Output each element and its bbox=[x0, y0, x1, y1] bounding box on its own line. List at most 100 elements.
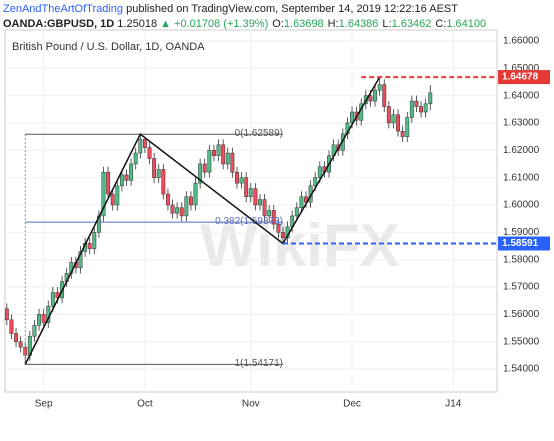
y-tick-label: 1.55000 bbox=[503, 336, 540, 347]
candle-body bbox=[50, 292, 55, 307]
candle-body bbox=[281, 232, 285, 239]
candle-body bbox=[175, 207, 180, 214]
published: published on TradingView.com, September … bbox=[126, 3, 458, 15]
candle-body bbox=[142, 139, 147, 148]
candle-body bbox=[129, 163, 134, 181]
candle-body bbox=[4, 308, 9, 321]
ohlc-value: 1.63698 bbox=[283, 18, 324, 30]
candle-body bbox=[202, 163, 207, 173]
candle-body bbox=[170, 204, 175, 214]
candle-body bbox=[428, 92, 433, 105]
candle-body bbox=[382, 84, 387, 107]
x-tick-label: Nov bbox=[242, 399, 260, 410]
candle-body bbox=[161, 169, 166, 195]
candle-body bbox=[391, 114, 396, 124]
candle-body bbox=[373, 89, 377, 102]
symbol: OANDA:GBPUSD, 1D bbox=[3, 18, 115, 30]
candle-body bbox=[414, 100, 419, 107]
price-label: 1.58591 bbox=[502, 238, 539, 249]
fib-label: 1(1.54171) bbox=[235, 358, 283, 369]
ohlc-value: 1.64100 bbox=[446, 18, 487, 30]
candle-body bbox=[101, 171, 106, 217]
candle-body bbox=[156, 169, 161, 178]
candle-body bbox=[37, 314, 42, 326]
candle-body bbox=[317, 166, 322, 178]
candle-body bbox=[419, 106, 424, 113]
candle-body bbox=[124, 174, 129, 181]
ohlc-label: C: bbox=[435, 18, 447, 30]
candle-body bbox=[207, 150, 212, 173]
candle-body bbox=[350, 111, 354, 124]
candle-body bbox=[396, 114, 400, 132]
candle-body bbox=[239, 177, 244, 184]
candle-body bbox=[368, 95, 373, 102]
candle-body bbox=[405, 117, 410, 137]
fib-label: 0(1.62589) bbox=[235, 128, 283, 139]
watermark: WikiFX bbox=[200, 212, 399, 279]
candle-body bbox=[267, 210, 272, 217]
candle-body bbox=[147, 147, 152, 159]
candle-body bbox=[221, 144, 226, 165]
candle-body bbox=[188, 196, 193, 206]
candle-body bbox=[138, 139, 143, 154]
change: ▲ +0.01708 (+1.39%) bbox=[160, 18, 269, 30]
candle-body bbox=[165, 193, 170, 206]
candle-body bbox=[276, 223, 281, 233]
candle-body bbox=[184, 196, 189, 217]
y-tick-label: 1.63000 bbox=[503, 118, 540, 129]
candle-body bbox=[152, 158, 157, 178]
candle-body bbox=[106, 171, 111, 195]
candle-body bbox=[248, 188, 253, 198]
candle-body bbox=[212, 150, 216, 157]
y-tick-label: 1.58000 bbox=[503, 254, 540, 265]
candle-body bbox=[41, 314, 46, 323]
ohlc-label: O: bbox=[272, 18, 284, 30]
candle-body bbox=[225, 152, 230, 165]
ohlc-label: L: bbox=[382, 18, 392, 30]
y-tick-label: 1.57000 bbox=[503, 282, 540, 293]
ohlc-value: 1.64386 bbox=[338, 18, 379, 30]
y-tick-label: 1.62000 bbox=[503, 145, 540, 156]
y-tick-label: 1.60000 bbox=[503, 200, 540, 211]
candle-body bbox=[271, 210, 276, 225]
x-tick-label: Oct bbox=[137, 399, 153, 410]
candle-body bbox=[119, 174, 124, 187]
fib-label: 0.382(1.59373) bbox=[215, 216, 283, 227]
price-label-box bbox=[498, 70, 550, 85]
candle-body bbox=[9, 319, 14, 334]
zigzag bbox=[24, 76, 381, 365]
x-tick-label: Sep bbox=[35, 399, 53, 410]
ohlc-label: H: bbox=[327, 18, 339, 30]
candle-body bbox=[133, 152, 138, 165]
candle-body bbox=[409, 100, 414, 118]
ohlc-value: 1.63462 bbox=[391, 18, 432, 30]
candle-body bbox=[400, 130, 405, 137]
candle-body bbox=[258, 199, 262, 206]
candle-body bbox=[198, 163, 203, 184]
candle-body bbox=[235, 171, 239, 184]
y-tick-label: 1.56000 bbox=[503, 309, 540, 320]
candle-body bbox=[14, 333, 18, 342]
candle-body bbox=[92, 232, 97, 249]
price-label: 1.64678 bbox=[502, 72, 539, 83]
y-tick-label: 1.64000 bbox=[503, 90, 540, 101]
candle-body bbox=[262, 199, 267, 217]
candle-body bbox=[313, 177, 318, 187]
header-line: ZenAndTheArtOfTrading published on Tradi… bbox=[3, 2, 486, 17]
candle-body bbox=[244, 177, 249, 198]
candle-body bbox=[423, 103, 428, 113]
candle-body bbox=[193, 182, 198, 206]
candle-body bbox=[179, 207, 184, 217]
candle-body bbox=[32, 325, 37, 337]
candle-body bbox=[386, 106, 391, 124]
candle-body bbox=[299, 196, 304, 208]
candle-body bbox=[110, 193, 115, 206]
x-tick-label: Dec bbox=[343, 399, 361, 410]
x-tick-label: J14 bbox=[445, 399, 462, 410]
y-tick-label: 1.65000 bbox=[503, 63, 540, 74]
chart-subtitle: British Pound / U.S. Dollar, 1D, OANDA bbox=[12, 41, 205, 53]
candle-body bbox=[115, 185, 120, 206]
y-tick-label: 1.59000 bbox=[503, 227, 540, 238]
header-line: OANDA:GBPUSD, 1D 1.25018 ▲ +0.01708 (+1.… bbox=[3, 17, 486, 32]
